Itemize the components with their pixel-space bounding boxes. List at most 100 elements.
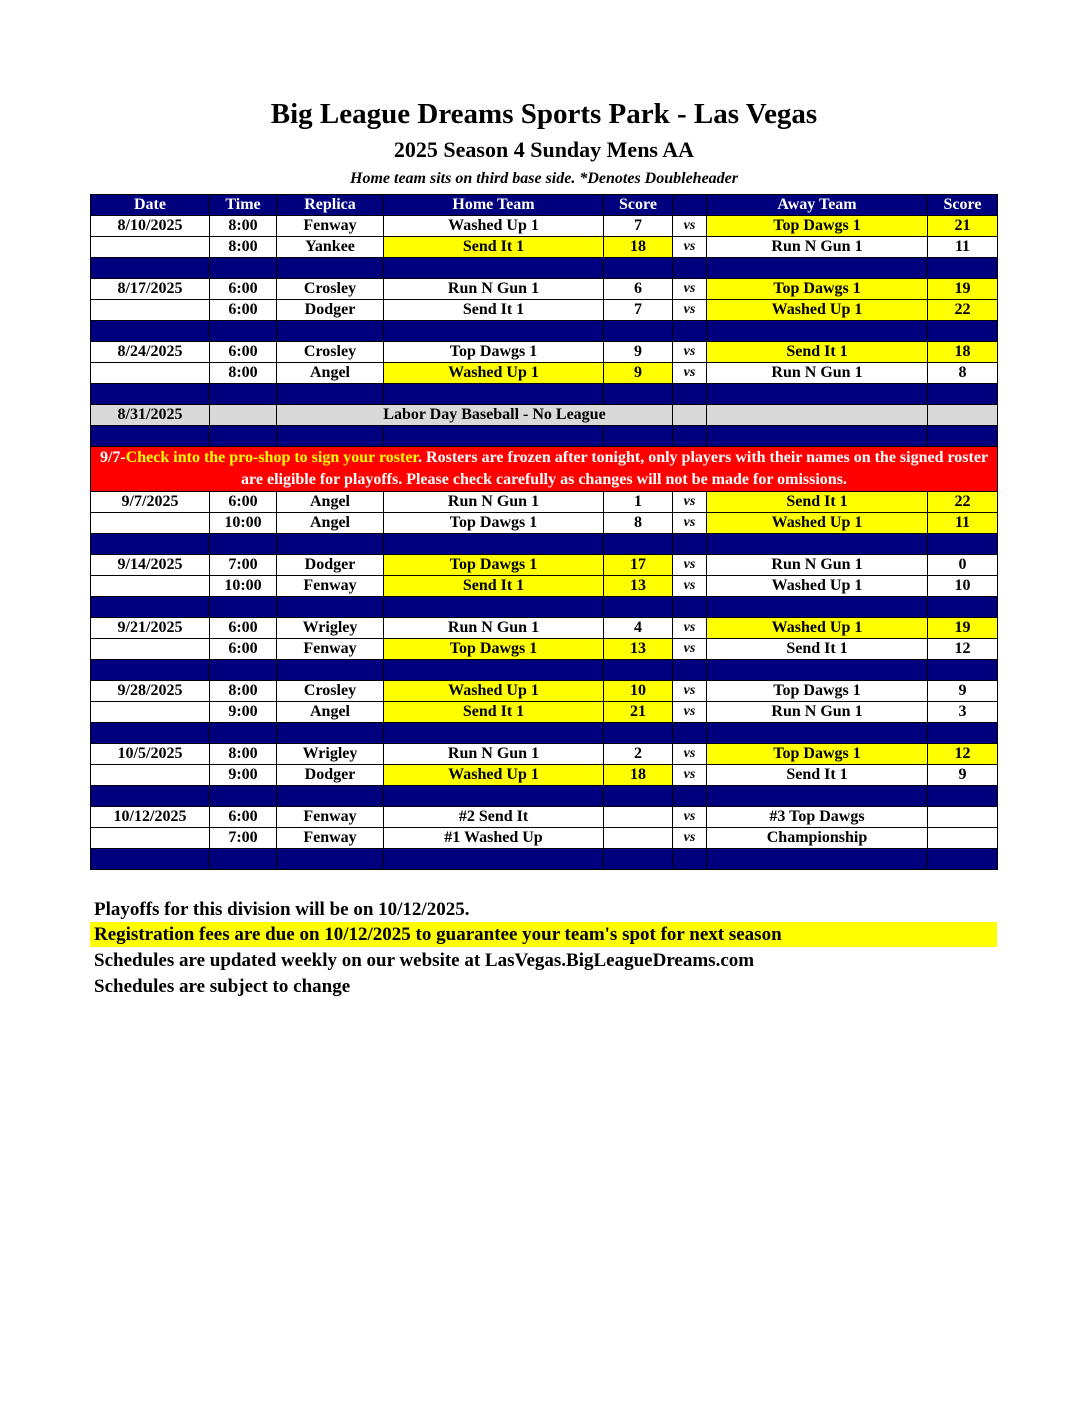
separator-cell xyxy=(209,659,277,681)
roster-banner: 9/7-Check into the pro-shop to sign your… xyxy=(90,446,998,492)
away-team: Run N Gun 1 xyxy=(706,362,928,384)
date-cell xyxy=(90,827,210,849)
away-score: 19 xyxy=(927,617,998,639)
separator-cell xyxy=(706,533,928,555)
replica-field: Fenway xyxy=(276,638,384,660)
date-cell: 8/31/2025 xyxy=(90,404,210,426)
col-vs xyxy=(672,194,707,216)
home-team: Washed Up 1 xyxy=(383,215,604,237)
separator-cell xyxy=(603,257,673,279)
vs-label: vs xyxy=(672,638,707,660)
registration-note: Registration fees are due on 10/12/2025 … xyxy=(90,922,997,947)
separator-cell xyxy=(603,848,673,870)
week-separator xyxy=(90,596,998,618)
time-cell xyxy=(209,404,277,426)
time-cell: 8:00 xyxy=(209,215,277,237)
separator-cell xyxy=(927,848,998,870)
time-cell: 8:00 xyxy=(209,680,277,702)
away-score: 12 xyxy=(927,743,998,765)
date-cell: 8/17/2025 xyxy=(90,278,210,300)
away-score: 10 xyxy=(927,575,998,597)
separator-cell xyxy=(927,722,998,744)
separator-cell xyxy=(672,533,707,555)
home-team: Top Dawgs 1 xyxy=(383,512,604,534)
separator-cell xyxy=(927,785,998,807)
separator-cell xyxy=(90,785,210,807)
time-cell: 8:00 xyxy=(209,743,277,765)
no-league-row: 8/31/2025 Labor Day Baseball - No League xyxy=(90,404,998,426)
away-score: 22 xyxy=(927,299,998,321)
time-cell: 9:00 xyxy=(209,701,277,723)
game-row: 8/24/2025 6:00 Crosley Top Dawgs 1 9 vs Send I… xyxy=(90,341,998,363)
separator-cell xyxy=(90,659,210,681)
game-row: 10:00 Angel Top Dawgs 1 8 vs Washed Up 1 11 xyxy=(90,512,998,534)
date-cell xyxy=(90,764,210,786)
week-separator xyxy=(90,848,998,870)
time-cell: 6:00 xyxy=(209,638,277,660)
replica-field: Crosley xyxy=(276,278,384,300)
away-team: #3 Top Dawgs xyxy=(706,806,928,828)
home-team: Washed Up 1 xyxy=(383,764,604,786)
separator-cell xyxy=(209,533,277,555)
separator-cell xyxy=(383,722,604,744)
separator-cell xyxy=(383,257,604,279)
separator-cell xyxy=(672,785,707,807)
separator-cell xyxy=(276,785,384,807)
week-separator xyxy=(90,425,998,447)
vs-label: vs xyxy=(672,764,707,786)
roster-notice-prefix: 9/7- xyxy=(99,449,126,466)
separator-cell xyxy=(603,383,673,405)
home-team-note: Home team sits on third base side. *Deno… xyxy=(350,170,738,187)
separator-cell xyxy=(276,722,384,744)
separator-cell xyxy=(209,596,277,618)
game-row: 9/7/2025 6:00 Angel Run N Gun 1 1 vs Send It 1… xyxy=(90,491,998,513)
home-score: 1 xyxy=(603,491,673,513)
website-note: Schedules are updated weekly on our webs… xyxy=(94,950,755,971)
time-cell: 7:00 xyxy=(209,827,277,849)
separator-cell xyxy=(209,848,277,870)
col-date: Date xyxy=(90,194,210,216)
separator-cell xyxy=(672,425,707,447)
replica-field: Crosley xyxy=(276,341,384,363)
home-team: #1 Washed Up xyxy=(383,827,604,849)
score-cell xyxy=(927,404,998,426)
vs-label: vs xyxy=(672,617,707,639)
week-separator xyxy=(90,383,998,405)
game-row: 8/17/2025 6:00 Crosley Run N Gun 1 6 vs Top Da… xyxy=(90,278,998,300)
replica-field: Yankee xyxy=(276,236,384,258)
separator-cell xyxy=(927,596,998,618)
time-cell: 8:00 xyxy=(209,362,277,384)
away-team: Run N Gun 1 xyxy=(706,236,928,258)
home-score: 7 xyxy=(603,299,673,321)
time-cell: 6:00 xyxy=(209,806,277,828)
game-row: 8/10/2025 8:00 Fenway Washed Up 1 7 vs Top Daw… xyxy=(90,215,998,237)
separator-cell xyxy=(672,848,707,870)
separator-cell xyxy=(383,659,604,681)
home-team: Send It 1 xyxy=(383,299,604,321)
home-score xyxy=(603,827,673,849)
home-score xyxy=(603,806,673,828)
replica-field: Wrigley xyxy=(276,617,384,639)
away-score: 19 xyxy=(927,278,998,300)
col-replica: Replica xyxy=(276,194,384,216)
separator-cell xyxy=(927,383,998,405)
home-team: #2 Send It xyxy=(383,806,604,828)
home-team: Send It 1 xyxy=(383,236,604,258)
replica-field: Dodger xyxy=(276,764,384,786)
vs-label: vs xyxy=(672,743,707,765)
separator-cell xyxy=(276,533,384,555)
vs-label: vs xyxy=(672,215,707,237)
date-cell xyxy=(90,299,210,321)
separator-cell xyxy=(90,320,210,342)
game-row: 9/28/2025 8:00 Crosley Washed Up 1 10 vs Top D… xyxy=(90,680,998,702)
separator-cell xyxy=(603,722,673,744)
away-score xyxy=(927,806,998,828)
away-team: Washed Up 1 xyxy=(706,575,928,597)
home-score: 4 xyxy=(603,617,673,639)
game-row: 10:00 Fenway Send It 1 13 vs Washed Up 1 10 xyxy=(90,575,998,597)
separator-cell xyxy=(672,659,707,681)
date-cell: 10/5/2025 xyxy=(90,743,210,765)
separator-cell xyxy=(706,785,928,807)
